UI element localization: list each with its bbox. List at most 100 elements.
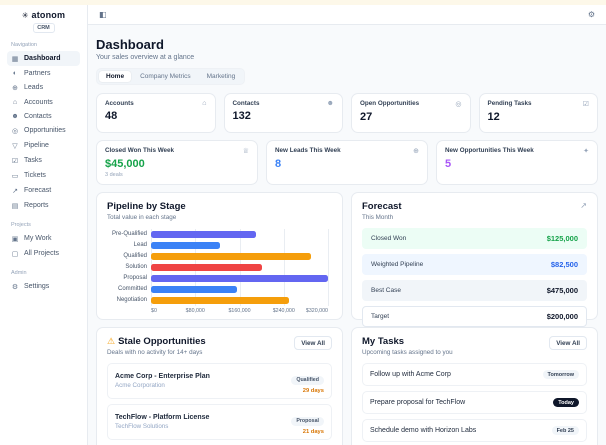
view-all-button[interactable]: View All	[549, 336, 587, 351]
sidebar-item-forecast[interactable]: ↗ Forecast	[7, 183, 80, 198]
sidebar-item-tasks[interactable]: ☑ Tasks	[7, 153, 80, 168]
check-square-icon: ☑	[11, 157, 19, 165]
section-label-admin: Admin	[11, 270, 27, 276]
days-stale: 29 days	[302, 388, 324, 395]
stat-card-pending-tasks: Pending Tasks ☑ 12	[478, 93, 598, 134]
chart-bar[interactable]	[151, 296, 290, 305]
task-list: Follow up with Acme Corp Tomorrow Prepar…	[362, 363, 587, 445]
forecast-value: $200,000	[546, 312, 578, 322]
forecast-row-weighted-pipeline: Weighted Pipeline $82,500	[362, 254, 587, 276]
stale-list: Acme Corp - Enterprise Plan Acme Corpora…	[107, 363, 332, 445]
logo[interactable]: ✳ atonom	[7, 10, 80, 20]
page-title: Dashboard	[96, 37, 164, 53]
target-icon: ◎	[455, 101, 462, 109]
sidebar-item-dashboard[interactable]: ▦ Dashboard	[7, 51, 80, 66]
stat-label: Open Opportunities	[360, 100, 420, 108]
sidebar-item-partners[interactable]: ◐ Partners	[7, 66, 80, 80]
tab-bar: Home Company Metrics Marketing	[96, 68, 246, 86]
view-all-button[interactable]: View All	[294, 336, 332, 351]
forecast-row-best-case: Best Case $475,000	[362, 280, 587, 302]
sidebar-item-label: Accounts	[24, 98, 53, 106]
sidebar-item-opportunities[interactable]: ◎ Opportunities	[7, 123, 80, 138]
stat-card-new-leads-week: New Leads This Week ⊕ 8	[266, 140, 428, 186]
clipboard-icon: ☑	[582, 101, 589, 109]
panel-title-text: Stale Opportunities	[118, 336, 206, 348]
chart-category-label: Committed	[117, 286, 147, 293]
tab-marketing[interactable]: Marketing	[206, 73, 236, 81]
chart-plot: $0 $80,000 $160,000 $240,000 $320,000	[151, 229, 332, 316]
stat-label: New Leads This Week	[275, 147, 341, 155]
chart-bar[interactable]	[151, 241, 221, 250]
chart-category-label: Solution	[125, 264, 147, 271]
chart-bar[interactable]	[151, 252, 312, 261]
dashboard-icon: ▦	[11, 55, 19, 63]
forecast-row-closed-won: Closed Won $125,000	[362, 228, 587, 250]
forecast-label: Weighted Pipeline	[371, 261, 424, 269]
sidebar-toggle-icon[interactable]: ◧	[99, 10, 107, 20]
sidebar-item-label: Dashboard	[24, 55, 61, 62]
sidebar-item-contacts[interactable]: ☻ Contacts	[7, 109, 80, 123]
sidebar-item-label: Forecast	[24, 187, 52, 194]
building-icon: ⌂	[12, 98, 18, 106]
days-stale: 21 days	[302, 429, 324, 436]
sidebar-item-label: Opportunities	[24, 127, 66, 134]
trophy-icon: ♕	[242, 148, 249, 156]
chart-labels: Pre-Qualified Lead Qualified Solution Propos…	[107, 229, 151, 316]
opportunity-company: Acme Corporation	[115, 382, 165, 390]
due-badge: Feb 25	[551, 426, 579, 436]
chart-bar[interactable]	[151, 274, 328, 283]
sidebar-item-pipeline[interactable]: ▽ Pipeline	[7, 138, 80, 153]
opportunity-item[interactable]: Acme Corp - Enterprise Plan Acme Corpora…	[107, 363, 332, 400]
task-item[interactable]: Schedule demo with Horizon Labs Feb 25	[362, 419, 587, 443]
user-plus-icon: ⊕	[12, 84, 18, 92]
sidebar-item-settings[interactable]: ⚙ Settings	[7, 279, 80, 294]
forecast-rows: Closed Won $125,000 Weighted Pipeline $8…	[362, 228, 587, 328]
warning-icon: ⚠	[107, 336, 116, 347]
sidebar-item-all-projects[interactable]: ▢ All Projects	[7, 246, 80, 261]
panel-title: ⚠ Stale Opportunities	[107, 336, 206, 347]
panel-subtitle: Deals with no activity for 14+ days	[107, 349, 203, 357]
sidebar-item-label: Pipeline	[24, 142, 49, 149]
briefcase-icon: ▣	[11, 235, 19, 243]
chart-rows	[151, 229, 328, 306]
forecast-value: $475,000	[546, 286, 578, 296]
chart-row	[151, 273, 328, 284]
chart-tick-label: $160,000	[228, 308, 251, 315]
trending-icon: ↗	[12, 187, 18, 195]
opportunity-item[interactable]: TechFlow - Platform License TechFlow Sol…	[107, 404, 332, 441]
chart-bar[interactable]	[151, 285, 237, 294]
stat-label: Closed Won This Week	[105, 147, 175, 155]
chart-tick-label: $80,000	[185, 308, 205, 315]
chart-tick-label: $320,000	[305, 308, 328, 315]
tab-home[interactable]: Home	[99, 71, 132, 83]
sidebar-item-label: All Projects	[24, 250, 60, 257]
sidebar-item-leads[interactable]: ⊕ Leads	[7, 80, 80, 95]
forecast-value: $125,000	[546, 234, 578, 244]
ticket-icon: ▭	[11, 172, 19, 180]
stat-value: 5	[445, 158, 452, 171]
stat-subtext: 3 deals	[105, 172, 123, 179]
user-plus-icon: ⊕	[413, 148, 419, 156]
forecast-label: Target	[371, 313, 390, 321]
stat-label: Accounts	[105, 100, 134, 108]
section-label-navigation: Navigation	[11, 42, 37, 48]
top-strip	[0, 0, 606, 5]
sidebar-item-reports[interactable]: ▤ Reports	[7, 198, 80, 213]
chart-gridline	[328, 229, 329, 307]
task-item[interactable]: Prepare proposal for TechFlow Today	[362, 391, 587, 415]
sidebar-item-label: Tasks	[24, 157, 42, 164]
tab-company-metrics[interactable]: Company Metrics	[140, 73, 191, 81]
chart-row	[151, 240, 328, 251]
task-item[interactable]: Follow up with Acme Corp Tomorrow	[362, 363, 587, 387]
panel-title: Forecast	[362, 201, 402, 213]
forecast-value: $82,500	[550, 260, 578, 270]
users-icon: ☻	[11, 112, 19, 120]
sidebar-item-tickets[interactable]: ▭ Tickets	[7, 168, 80, 183]
stat-card-accounts: Accounts ⌂ 48	[96, 93, 216, 134]
chart-bar[interactable]	[151, 230, 257, 239]
sidebar-item-my-work[interactable]: ▣ My Work	[7, 231, 80, 246]
settings-icon[interactable]: ⚙	[587, 10, 595, 20]
chart-bar[interactable]	[151, 263, 262, 272]
sidebar-item-accounts[interactable]: ⌂ Accounts	[7, 95, 80, 109]
